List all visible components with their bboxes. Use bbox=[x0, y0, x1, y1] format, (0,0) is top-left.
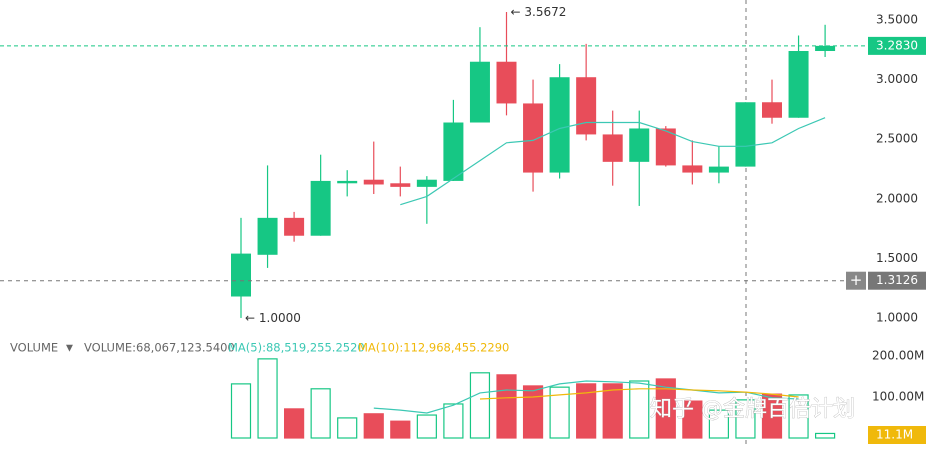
candle-body bbox=[602, 134, 623, 162]
candle-body bbox=[655, 128, 676, 166]
candle-body bbox=[496, 61, 517, 104]
volume-bar bbox=[337, 417, 358, 439]
candle-body bbox=[363, 179, 384, 185]
crosshair-price-label: 1.3126 bbox=[876, 273, 918, 287]
volume-bar bbox=[257, 358, 278, 439]
last-volume-label: 11.1M bbox=[876, 428, 913, 442]
dropdown-icon[interactable]: ▼ bbox=[66, 344, 73, 354]
candle-body bbox=[549, 77, 570, 173]
volume-ma-line bbox=[373, 380, 799, 414]
y-tick-label: 200.00M bbox=[872, 348, 924, 362]
volume-ma-line bbox=[479, 388, 799, 400]
y-tick-label: 2.0000 bbox=[876, 191, 918, 205]
candle-body bbox=[735, 102, 756, 167]
candle-body bbox=[337, 180, 358, 184]
legend-ma10: MA(10):112,968,455.2290 bbox=[358, 341, 509, 355]
ma-line bbox=[400, 117, 826, 206]
volume-bar bbox=[363, 413, 384, 439]
candle-body bbox=[788, 51, 809, 118]
volume-legend: VOLUME ▼ VOLUME:68,067,123.5400 MA(5):88… bbox=[10, 341, 509, 355]
candle-body bbox=[416, 179, 437, 187]
volume-title[interactable]: VOLUME bbox=[10, 341, 58, 355]
y-tick-label: 3.5000 bbox=[876, 13, 918, 27]
add-button[interactable] bbox=[846, 271, 866, 290]
volume-bar bbox=[682, 400, 703, 439]
add-icon[interactable]: + bbox=[850, 271, 863, 289]
volume-bar bbox=[629, 380, 650, 439]
y-tick-label: 2.5000 bbox=[876, 132, 918, 146]
volume-value: VOLUME:68,067,123.5400 bbox=[84, 341, 235, 355]
volume-bar bbox=[230, 383, 252, 439]
volume-bar bbox=[549, 386, 570, 439]
volume-bar bbox=[708, 409, 730, 439]
y-tick-label: 3.0000 bbox=[876, 72, 918, 86]
crosshair-price-box bbox=[868, 271, 926, 290]
volume-bar bbox=[469, 372, 491, 439]
arrow: ← bbox=[245, 310, 259, 324]
candle-body bbox=[469, 61, 490, 123]
volume-bar bbox=[602, 383, 623, 439]
volume-bar bbox=[576, 383, 597, 439]
volume-bar bbox=[735, 399, 756, 439]
volume-bar bbox=[310, 388, 331, 439]
volume-bar bbox=[788, 394, 809, 439]
candle-body bbox=[576, 77, 597, 135]
candle-body bbox=[231, 253, 251, 297]
y-tick-label: 1.5000 bbox=[876, 251, 918, 265]
volume-bar bbox=[284, 408, 305, 439]
max-value: 3.5672 bbox=[524, 5, 566, 19]
candle-body bbox=[629, 128, 650, 162]
volume-bar bbox=[814, 432, 836, 439]
last-price-label: 3.2830 bbox=[876, 38, 918, 52]
candle-body bbox=[257, 217, 278, 255]
last-price-box bbox=[868, 36, 926, 55]
candle-body bbox=[284, 217, 305, 236]
volume-bar bbox=[655, 378, 676, 439]
y-tick-label: 100.00M bbox=[872, 389, 924, 403]
candle-body bbox=[443, 122, 464, 181]
legend-ma5: MA(5):88,519,255.2520 bbox=[228, 341, 365, 355]
watermark: 知乎 @金牌百倍计划 bbox=[650, 397, 855, 422]
y-tick-label: 1.0000 bbox=[876, 310, 918, 324]
candle-body bbox=[708, 166, 729, 173]
min-value: 1.0000 bbox=[259, 310, 301, 324]
candle-body bbox=[682, 165, 703, 173]
volume-bar bbox=[443, 403, 464, 439]
candle-body bbox=[815, 45, 836, 52]
candle-body bbox=[390, 183, 411, 187]
volume-bar bbox=[416, 414, 437, 439]
candle-body bbox=[523, 103, 544, 173]
min-annotation: ← 1.0000 bbox=[245, 310, 301, 324]
candle-body bbox=[762, 102, 782, 118]
arrow: ← bbox=[511, 5, 525, 19]
max-annotation: ← 3.5672 bbox=[511, 5, 567, 19]
volume-bar bbox=[390, 420, 411, 439]
volume-bar bbox=[522, 385, 544, 439]
candle-body bbox=[310, 180, 331, 236]
last-volume-box bbox=[868, 426, 926, 444]
volume-bar bbox=[496, 374, 517, 439]
